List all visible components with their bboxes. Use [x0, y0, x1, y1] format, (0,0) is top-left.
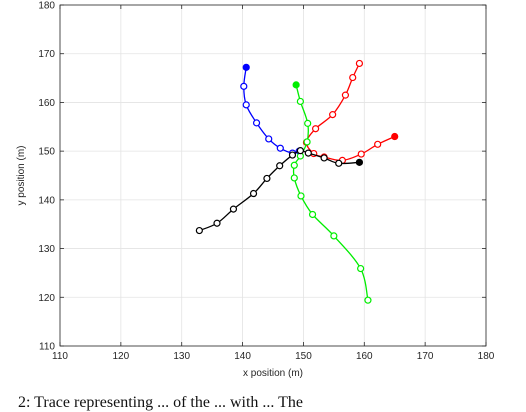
data-point [329, 111, 337, 119]
plot-area [60, 5, 486, 346]
data-point [296, 97, 304, 106]
data-point [355, 59, 364, 68]
start-point [355, 158, 364, 166]
series-3 [195, 147, 364, 235]
x-tick-label: 180 [478, 351, 495, 362]
data-point [265, 135, 273, 143]
data-point [290, 174, 298, 182]
y-tick-label: 120 [38, 293, 55, 304]
data-point [308, 210, 317, 219]
plot-frame [59, 4, 487, 347]
data-point [229, 205, 238, 213]
y-tick-label: 160 [38, 98, 55, 109]
data-point [304, 149, 312, 157]
x-tick-label: 110 [52, 351, 68, 362]
data-point [240, 82, 248, 90]
series-2 [290, 81, 372, 304]
data-point [195, 226, 203, 235]
data-point [357, 150, 365, 158]
data-point [303, 138, 311, 146]
data-point [312, 125, 320, 133]
data-point [374, 140, 382, 148]
data-point [290, 161, 298, 169]
y-axis-label: y position (m) [16, 145, 27, 205]
start-point [391, 132, 399, 141]
data-point [341, 91, 350, 99]
start-point [242, 63, 250, 71]
figure-caption: 2: Trace representing ... of the ... wit… [18, 394, 303, 411]
y-tick-label: 110 [39, 342, 55, 353]
data-point [357, 264, 365, 273]
data-point [276, 144, 284, 152]
x-tick-label: 160 [356, 351, 373, 362]
start-point [292, 81, 300, 89]
data-point [297, 192, 305, 200]
data-point [252, 119, 261, 127]
data-point [276, 162, 284, 170]
data-point [249, 189, 258, 198]
y-tick-label: 130 [38, 244, 55, 255]
series-layer [195, 59, 399, 304]
data-point [349, 73, 357, 82]
x-axis-label: x position (m) [243, 368, 303, 379]
data-point [288, 151, 297, 159]
data-point [263, 174, 271, 183]
data-point [364, 296, 372, 304]
x-tick-label: 130 [173, 351, 190, 362]
x-tick-label: 140 [234, 351, 251, 362]
y-tick-label: 150 [38, 147, 55, 158]
y-tick-label: 170 [38, 49, 55, 60]
data-point [335, 159, 343, 167]
data-point [242, 101, 250, 109]
y-tick-label: 140 [38, 195, 55, 206]
data-point [320, 154, 328, 162]
y-tick-label: 180 [38, 1, 55, 12]
x-tick-label: 170 [417, 351, 434, 362]
data-point [213, 219, 221, 227]
series-1 [302, 59, 399, 164]
data-point [296, 147, 304, 155]
x-tick-label: 120 [113, 351, 130, 362]
x-tick-label: 150 [295, 351, 312, 362]
tick-layer: 110 120 130 140 150 160 170 180 110 120 130 140 150 1… [38, 1, 494, 363]
data-point [330, 232, 338, 240]
data-point [304, 119, 312, 127]
